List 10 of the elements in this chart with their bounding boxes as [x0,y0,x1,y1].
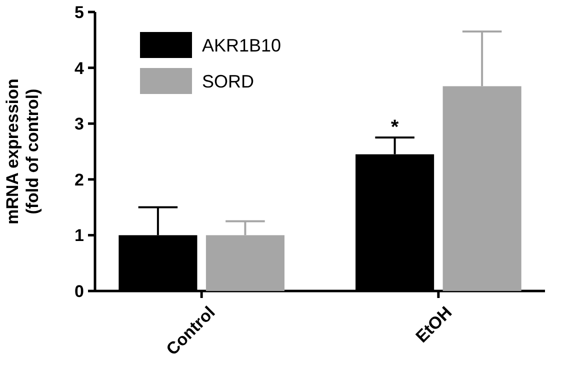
y-axis-title: mRNA expression (fold of control) [2,78,42,224]
legend-label: AKR1B10 [202,35,282,56]
y-tick-label: 1 [74,226,84,246]
y-tick-label: 2 [74,170,84,190]
legend-label: SORD [202,71,254,92]
y-tick-label: 3 [74,114,84,134]
y-tick-label: 0 [74,282,84,301]
annotation: * [390,116,399,139]
y-tick-label: 4 [74,58,85,78]
y-tick-label: 5 [74,2,84,22]
